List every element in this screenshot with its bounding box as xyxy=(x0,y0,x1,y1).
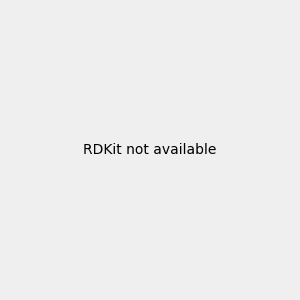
Text: RDKit not available: RDKit not available xyxy=(83,143,217,157)
